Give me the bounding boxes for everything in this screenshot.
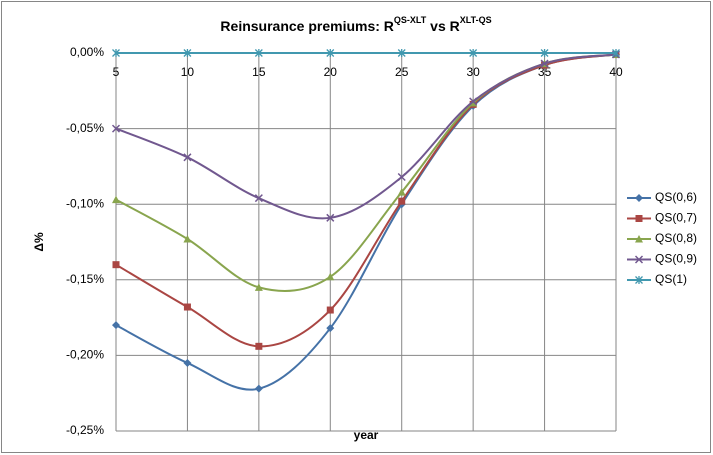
marker [326, 49, 335, 57]
marker [397, 188, 406, 196]
x-axis-label: year [354, 428, 379, 442]
marker [183, 358, 192, 367]
marker [397, 172, 406, 182]
title-part: Reinsurance premiums: R [220, 18, 394, 34]
y-tick-label: -0,10% [66, 196, 104, 210]
marker [183, 234, 192, 243]
y-axis-label: Δ% [32, 232, 46, 252]
marker [612, 49, 620, 57]
title-superscript: QS-XLT [394, 15, 427, 25]
marker [326, 213, 335, 222]
marker [397, 49, 406, 57]
x-tick-label: 25 [395, 65, 409, 79]
x-tick-label: 35 [538, 65, 552, 79]
x-tick-label: 40 [609, 65, 623, 79]
x-tick-label: 20 [324, 65, 338, 79]
marker [540, 49, 549, 57]
marker [635, 276, 643, 284]
legend-label: QS(0,6) [655, 190, 697, 204]
y-tick-label: -0,05% [66, 121, 104, 135]
marker [326, 306, 334, 314]
legend-label: QS(1) [655, 272, 687, 286]
marker [254, 49, 263, 57]
legend-label: QS(0,9) [655, 252, 697, 266]
y-tick-label: -0,15% [66, 272, 104, 286]
marker [469, 49, 478, 57]
marker [112, 321, 120, 330]
chart-title: Reinsurance premiums: RQS-XLT vs RXLT-QS [220, 15, 491, 33]
marker [469, 97, 478, 106]
marker [635, 235, 643, 243]
marker [255, 342, 263, 350]
y-tick-label: -0,25% [66, 423, 104, 437]
marker [183, 153, 192, 162]
marker [635, 215, 643, 222]
title-superscript: XLT-QS [460, 15, 492, 25]
x-tick-label: 30 [466, 65, 480, 79]
legend-label: QS(0,7) [655, 211, 697, 225]
marker [112, 195, 120, 204]
marker [112, 49, 120, 57]
marker [398, 197, 406, 205]
y-tick-label: 0,00% [70, 45, 104, 59]
x-tick-label: 15 [252, 65, 266, 79]
marker [635, 194, 643, 202]
title-part: vs R [426, 18, 459, 34]
marker [326, 272, 335, 281]
marker [183, 303, 191, 311]
marker [112, 261, 120, 269]
marker [326, 324, 335, 333]
marker [254, 194, 263, 203]
series-line [115, 53, 617, 348]
y-tick-label: -0,20% [66, 348, 104, 362]
marker [254, 283, 263, 291]
legend-label: QS(0,8) [655, 231, 697, 245]
x-tick-label: 10 [181, 65, 195, 79]
x-tick-label: 5 [113, 65, 120, 79]
marker [111, 124, 121, 133]
series-line [115, 53, 617, 220]
marker [540, 59, 549, 68]
marker [254, 384, 263, 393]
marker [183, 49, 192, 57]
marker [634, 255, 644, 264]
